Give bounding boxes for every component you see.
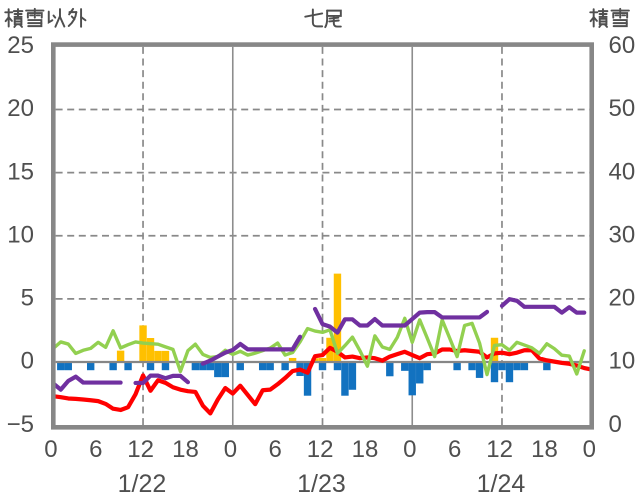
svg-text:10: 10 [609, 348, 636, 375]
svg-text:30: 30 [609, 221, 636, 248]
svg-text:5: 5 [21, 285, 34, 312]
svg-text:−5: −5 [7, 411, 34, 438]
svg-text:0: 0 [403, 436, 416, 463]
svg-text:1/22: 1/22 [118, 470, 167, 498]
svg-text:6: 6 [448, 436, 461, 463]
svg-text:18: 18 [172, 436, 199, 463]
svg-text:50: 50 [609, 95, 636, 122]
svg-text:20: 20 [609, 285, 636, 312]
svg-text:18: 18 [352, 436, 379, 463]
svg-text:0: 0 [583, 436, 596, 463]
svg-text:6: 6 [269, 436, 282, 463]
svg-text:18: 18 [531, 436, 558, 463]
svg-text:20: 20 [7, 95, 34, 122]
svg-text:15: 15 [7, 158, 34, 185]
svg-text:12: 12 [486, 436, 513, 463]
svg-text:1/24: 1/24 [477, 470, 526, 498]
svg-text:1/23: 1/23 [297, 470, 346, 498]
svg-text:0: 0 [21, 348, 34, 375]
svg-text:12: 12 [127, 436, 154, 463]
svg-text:40: 40 [609, 158, 636, 185]
svg-text:60: 60 [609, 32, 636, 59]
svg-text:10: 10 [7, 221, 34, 248]
svg-text:0: 0 [609, 411, 622, 438]
svg-text:0: 0 [224, 436, 237, 463]
svg-text:0: 0 [44, 436, 57, 463]
svg-text:12: 12 [307, 436, 334, 463]
svg-text:6: 6 [89, 436, 102, 463]
svg-text:25: 25 [7, 32, 34, 59]
